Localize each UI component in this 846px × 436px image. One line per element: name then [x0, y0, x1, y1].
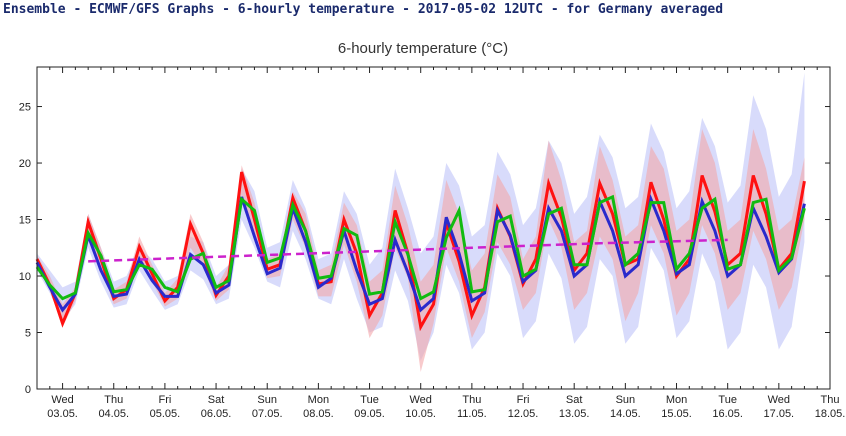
- x-tick-date-label: 06.05.: [201, 408, 232, 420]
- x-tick-date-label: 13.05.: [559, 408, 590, 420]
- x-tick-date-label: 14.05.: [610, 408, 641, 420]
- x-tick-day-label: Wed: [51, 394, 73, 406]
- x-tick-day-label: Fri: [158, 394, 171, 406]
- x-tick-date-label: 04.05.: [98, 408, 129, 420]
- x-tick-day-label: Wed: [409, 394, 431, 406]
- x-tick-date-label: 18.05.: [815, 408, 846, 420]
- x-tick-date-label: 10.05.: [405, 408, 436, 420]
- y-tick-label: 10: [19, 271, 31, 283]
- x-tick-day-label: Thu: [462, 394, 481, 406]
- x-tick-day-label: Tue: [718, 394, 737, 406]
- x-tick-day-label: Sat: [208, 394, 225, 406]
- y-tick-label: 5: [25, 328, 31, 340]
- x-tick-date-label: 11.05.: [457, 408, 487, 420]
- chart-title: 6-hourly temperature (°C): [337, 40, 509, 57]
- x-tick-date-label: 16.05.: [712, 408, 743, 420]
- x-tick-day-label: Sun: [616, 394, 636, 406]
- x-tick-day-label: Sat: [566, 394, 583, 406]
- series-lines-layer: [35, 171, 806, 332]
- series-line-2: [35, 194, 806, 301]
- x-tick-date-label: 07.05.: [252, 408, 283, 420]
- series-line-3: [88, 238, 728, 263]
- x-tick-day-label: Wed: [768, 394, 790, 406]
- x-tick-date-label: 09.05.: [354, 408, 385, 420]
- x-tick-date-label: 12.05.: [508, 408, 539, 420]
- spread-band-1: [37, 129, 805, 373]
- series-line-0: [35, 171, 806, 332]
- x-tick-date-label: 08.05.: [303, 408, 334, 420]
- x-tick-day-label: Mon: [666, 394, 687, 406]
- x-tick-date-label: 03.05.: [47, 408, 78, 420]
- x-tick-day-label: Mon: [308, 394, 329, 406]
- x-tick-date-label: 05.05.: [150, 408, 181, 420]
- x-tick-date-label: 15.05.: [661, 408, 692, 420]
- x-tick-day-label: Thu: [821, 394, 840, 406]
- ensemble-spread-layer: [37, 72, 805, 373]
- x-tick-date-label: 17.05.: [764, 408, 795, 420]
- x-tick-day-label: Tue: [360, 394, 379, 406]
- page-title: Ensemble - ECMWF/GFS Graphs - 6-hourly t…: [3, 2, 724, 17]
- x-tick-day-label: Thu: [104, 394, 123, 406]
- series-line-1: [35, 193, 806, 313]
- x-tick-day-label: Fri: [517, 394, 530, 406]
- y-tick-label: 0: [25, 384, 31, 396]
- axes-layer: 0 5 10 15 20 25 Wed 03.05. Thu 04.05. Fri 05.05. Sat…: [19, 67, 846, 420]
- y-tick-label: 25: [19, 102, 31, 114]
- x-tick-day-label: Sun: [257, 394, 277, 406]
- y-tick-label: 15: [19, 215, 31, 227]
- y-tick-label: 20: [19, 158, 31, 170]
